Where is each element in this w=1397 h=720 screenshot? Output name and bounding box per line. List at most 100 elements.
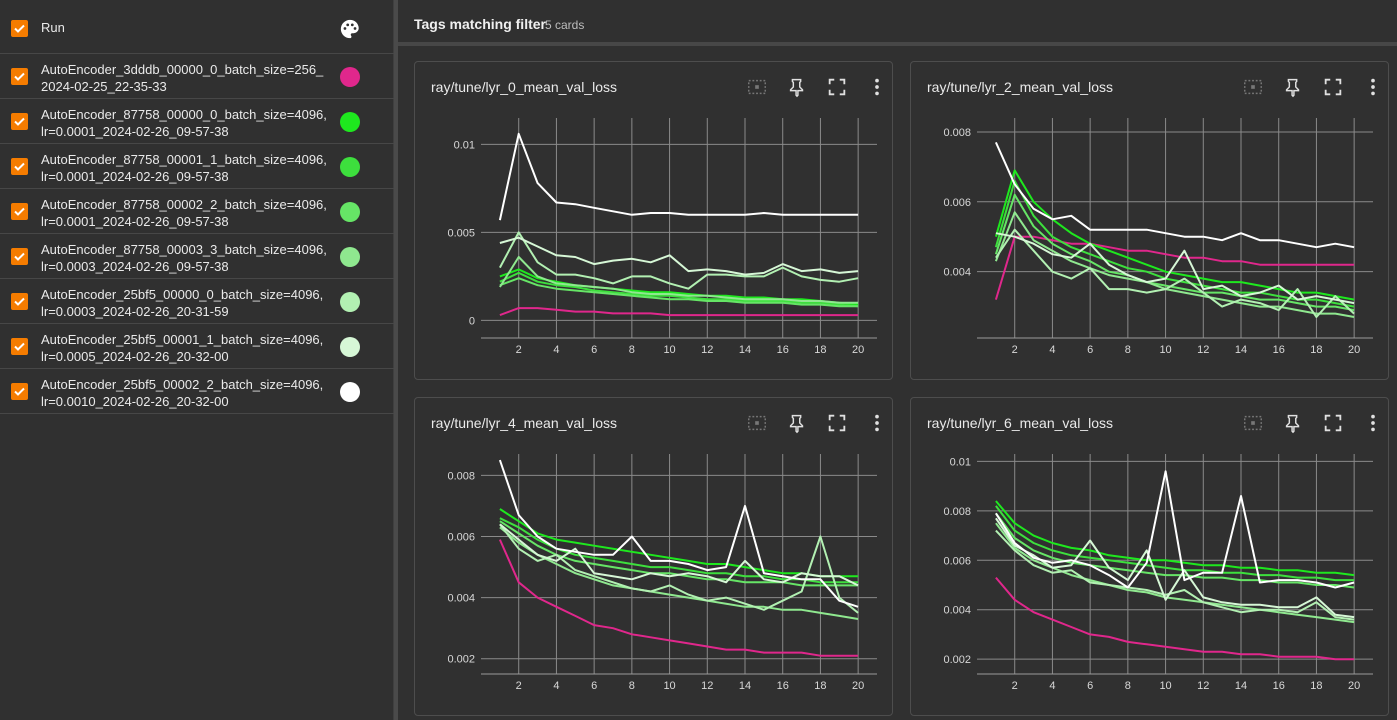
- run-name-line2: lr=0.0003_2024-02-26_20-31-59: [41, 304, 229, 319]
- series-line[interactable]: [498, 459, 859, 608]
- y-tick-label: 0.008: [447, 470, 475, 482]
- pin-icon[interactable]: [786, 412, 808, 434]
- x-tick-label: 20: [1348, 344, 1360, 356]
- series-line[interactable]: [499, 520, 859, 587]
- run-row[interactable]: AutoEncoder_87758_00000_0_batch_size=409…: [0, 99, 394, 144]
- x-tick-label: 2: [516, 680, 522, 692]
- line-chart[interactable]: 2 4 6 8 10 12 14 16 18 20 0.002 0.004 0.006 0.008: [415, 442, 892, 692]
- run-name-line2: lr=0.0001_2024-02-26_09-57-38: [41, 124, 229, 139]
- series-line[interactable]: [995, 500, 1355, 577]
- series-line[interactable]: [995, 522, 1355, 624]
- run-color-swatch[interactable]: [340, 292, 360, 312]
- fit-domain-icon[interactable]: [746, 76, 768, 98]
- more-vert-icon[interactable]: [1362, 412, 1384, 434]
- series-line[interactable]: [499, 508, 859, 578]
- series-line[interactable]: [499, 523, 859, 587]
- fullscreen-icon[interactable]: [826, 76, 848, 98]
- run-checkbox[interactable]: [11, 158, 28, 175]
- run-checkbox[interactable]: [11, 203, 28, 220]
- run-row[interactable]: AutoEncoder_25bf5_00000_0_batch_size=409…: [0, 279, 394, 324]
- series-line[interactable]: [995, 232, 1355, 305]
- more-vert-icon[interactable]: [866, 412, 888, 434]
- series-line[interactable]: [499, 231, 859, 290]
- run-color-swatch[interactable]: [340, 247, 360, 267]
- run-checkbox[interactable]: [11, 383, 28, 400]
- run-row[interactable]: AutoEncoder_25bf5_00002_2_batch_size=409…: [0, 369, 394, 414]
- series-line[interactable]: [995, 576, 1355, 661]
- series-line[interactable]: [995, 529, 1355, 621]
- series-line[interactable]: [498, 539, 859, 657]
- run-row[interactable]: AutoEncoder_87758_00001_1_batch_size=409…: [0, 144, 394, 189]
- chart-card: ray/tune/lyr_2_mean_val_loss 2 4 6 8 10 12 14 1…: [910, 61, 1389, 380]
- series-line[interactable]: [499, 271, 859, 308]
- run-row[interactable]: AutoEncoder_87758_00003_3_batch_size=409…: [0, 234, 394, 279]
- line-chart[interactable]: 2 4 6 8 10 12 14 16 18 20 0.002 0.004 0.006 0.008 0.01: [911, 442, 1388, 692]
- series-line[interactable]: [499, 256, 859, 304]
- series-line[interactable]: [994, 141, 1355, 249]
- fullscreen-icon[interactable]: [1322, 76, 1344, 98]
- check-icon: [14, 72, 25, 81]
- palette-icon[interactable]: [339, 18, 361, 40]
- run-checkbox[interactable]: [11, 113, 28, 130]
- run-checkbox[interactable]: [11, 68, 28, 85]
- pin-icon[interactable]: [1282, 412, 1304, 434]
- pin-icon[interactable]: [1282, 76, 1304, 98]
- series-line[interactable]: [499, 526, 859, 620]
- fullscreen-icon[interactable]: [1322, 412, 1344, 434]
- more-vert-icon[interactable]: [1362, 76, 1384, 98]
- run-color-swatch[interactable]: [340, 337, 360, 357]
- run-row[interactable]: AutoEncoder_25bf5_00001_1_batch_size=409…: [0, 324, 394, 369]
- runs-header: Run: [0, 0, 394, 54]
- run-row[interactable]: AutoEncoder_87758_00002_2_batch_size=409…: [0, 189, 394, 234]
- series-line[interactable]: [995, 512, 1355, 589]
- fit-domain-icon[interactable]: [746, 412, 768, 434]
- run-color-swatch[interactable]: [340, 157, 360, 177]
- run-color-swatch[interactable]: [340, 112, 360, 132]
- series-line[interactable]: [498, 132, 859, 221]
- x-tick-label: 12: [1197, 344, 1209, 356]
- line-chart[interactable]: 2 4 6 8 10 12 14 16 18 20 0.004 0.006 0.008: [911, 106, 1388, 356]
- run-checkbox[interactable]: [11, 338, 28, 355]
- y-tick-label: 0.005: [447, 227, 475, 239]
- y-tick-label: 0.01: [950, 456, 971, 468]
- fit-domain-icon[interactable]: [1242, 76, 1264, 98]
- series-line[interactable]: [499, 523, 859, 614]
- fit-domain-icon[interactable]: [1242, 412, 1264, 434]
- x-tick-label: 6: [591, 680, 597, 692]
- run-row[interactable]: AutoEncoder_3dddb_00000_0_batch_size=256…: [0, 54, 394, 99]
- run-name-line2: lr=0.0003_2024-02-26_09-57-38: [41, 259, 229, 274]
- run-name-line1: AutoEncoder_87758_00000_0_batch_size=409…: [41, 107, 327, 122]
- run-name-line1: AutoEncoder_87758_00002_2_batch_size=409…: [41, 197, 327, 212]
- check-icon: [14, 297, 25, 306]
- x-tick-label: 6: [1087, 344, 1093, 356]
- run-color-swatch[interactable]: [340, 202, 360, 222]
- series-line[interactable]: [994, 211, 1355, 318]
- series-line[interactable]: [994, 179, 1355, 308]
- x-tick-label: 16: [1273, 680, 1285, 692]
- series-line[interactable]: [995, 228, 1355, 318]
- run-checkbox[interactable]: [11, 248, 28, 265]
- run-checkbox[interactable]: [11, 293, 28, 310]
- x-tick-label: 12: [701, 680, 713, 692]
- series-line[interactable]: [499, 277, 859, 308]
- series-line[interactable]: [499, 236, 859, 276]
- x-tick-label: 12: [1197, 680, 1209, 692]
- series-line[interactable]: [995, 517, 1355, 619]
- x-tick-label: 10: [663, 344, 675, 356]
- pin-icon[interactable]: [786, 76, 808, 98]
- series-line[interactable]: [995, 505, 1355, 582]
- run-color-swatch[interactable]: [340, 382, 360, 402]
- run-color-swatch[interactable]: [340, 67, 360, 87]
- main-panel: Tags matching filter 5 cards ray/tune/ly…: [398, 0, 1397, 720]
- sidebar-resize-handle[interactable]: [394, 0, 398, 720]
- fullscreen-icon[interactable]: [826, 412, 848, 434]
- series-line[interactable]: [499, 268, 859, 306]
- series-line[interactable]: [499, 307, 859, 317]
- select-all-checkbox[interactable]: [11, 20, 28, 37]
- x-tick-label: 10: [663, 680, 675, 692]
- series-line[interactable]: [995, 470, 1355, 589]
- series-line[interactable]: [994, 235, 1355, 300]
- more-vert-icon[interactable]: [866, 76, 888, 98]
- series-line[interactable]: [994, 193, 1355, 312]
- line-chart[interactable]: 2 4 6 8 10 12 14 16 18 20 0 0.005 0.01: [415, 106, 892, 356]
